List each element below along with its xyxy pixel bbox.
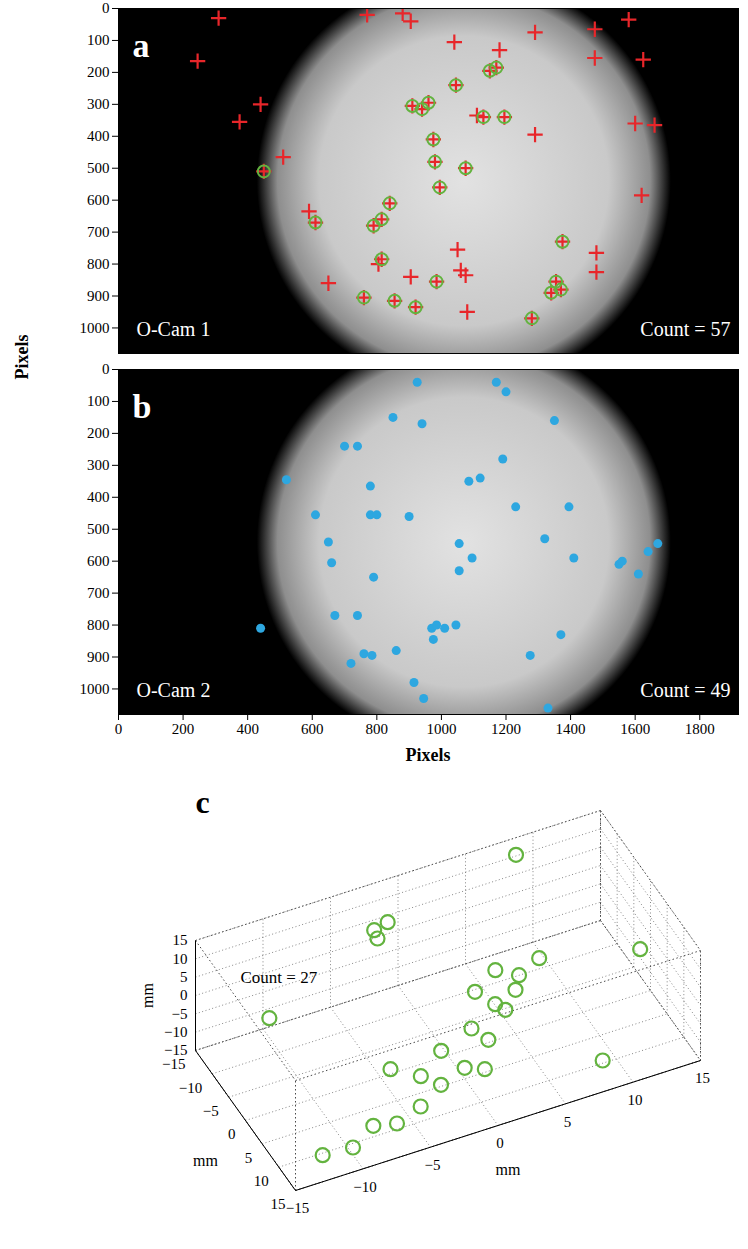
svg-text:600: 600 (87, 553, 110, 569)
svg-text:0: 0 (180, 987, 188, 1003)
svg-text:10: 10 (173, 951, 188, 967)
svg-text:500: 500 (87, 160, 110, 176)
svg-text:600: 600 (301, 721, 324, 737)
svg-text:−5: −5 (172, 1006, 188, 1022)
html-text:Pixels: Pixels (11, 334, 32, 380)
svg-text:−5: −5 (203, 1103, 219, 1119)
svg-text:900: 900 (87, 649, 110, 665)
svg-text:5: 5 (180, 969, 188, 985)
svg-text:400: 400 (87, 128, 110, 144)
svg-text:200: 200 (87, 425, 110, 441)
svg-text:1400: 1400 (556, 721, 586, 737)
svg-text:700: 700 (87, 224, 110, 240)
svg-text:300: 300 (87, 457, 110, 473)
svg-text:c: c (196, 784, 210, 820)
svg-text:100: 100 (87, 393, 110, 409)
svg-text:600: 600 (87, 192, 110, 208)
svg-text:700: 700 (87, 585, 110, 601)
svg-text:200: 200 (87, 64, 110, 80)
svg-text:0: 0 (102, 0, 110, 16)
svg-text:15: 15 (173, 932, 188, 948)
svg-text:−15: −15 (164, 1042, 187, 1058)
svg-text:mm: mm (496, 1161, 521, 1178)
svg-text:500: 500 (87, 521, 110, 537)
svg-text:5: 5 (564, 1114, 572, 1130)
svg-text:0: 0 (228, 1126, 236, 1142)
svg-text:15: 15 (695, 1070, 710, 1086)
svg-text:Count = 57: Count = 57 (640, 318, 730, 340)
svg-text:−10: −10 (179, 1080, 202, 1096)
html-text:Pixels: Pixels (405, 745, 451, 765)
svg-text:O-Cam 2: O-Cam 2 (137, 679, 211, 701)
svg-text:0: 0 (102, 361, 110, 377)
svg-text:10: 10 (254, 1173, 269, 1189)
svg-text:400: 400 (236, 721, 259, 737)
svg-text:Count = 49: Count = 49 (640, 679, 730, 701)
svg-text:900: 900 (87, 288, 110, 304)
svg-text:0: 0 (115, 721, 123, 737)
svg-text:800: 800 (87, 617, 110, 633)
svg-text:200: 200 (172, 721, 195, 737)
svg-text:−10: −10 (353, 1179, 376, 1195)
svg-text:1800: 1800 (685, 721, 715, 737)
svg-text:0: 0 (496, 1135, 504, 1151)
svg-text:1600: 1600 (620, 721, 650, 737)
svg-text:1000: 1000 (426, 721, 456, 737)
svg-text:mm: mm (193, 1152, 218, 1169)
svg-text:−15: −15 (162, 1056, 185, 1072)
svg-text:800: 800 (87, 256, 110, 272)
svg-text:15: 15 (271, 1196, 286, 1212)
svg-text:b: b (133, 388, 152, 425)
svg-text:400: 400 (87, 489, 110, 505)
svg-text:100: 100 (87, 32, 110, 48)
svg-text:−15: −15 (286, 1200, 309, 1216)
svg-text:10: 10 (628, 1092, 643, 1108)
svg-text:300: 300 (87, 96, 110, 112)
svg-text:800: 800 (366, 721, 389, 737)
svg-text:O-Cam 1: O-Cam 1 (137, 318, 211, 340)
svg-text:5: 5 (245, 1150, 253, 1166)
svg-text:a: a (133, 27, 150, 64)
svg-text:−5: −5 (425, 1157, 441, 1173)
svg-text:−10: −10 (164, 1024, 187, 1040)
svg-text:1000: 1000 (80, 320, 110, 336)
svg-text:1200: 1200 (491, 721, 521, 737)
svg-text:Count = 27: Count = 27 (241, 968, 318, 987)
svg-text:1000: 1000 (80, 681, 110, 697)
svg-text:mm: mm (139, 983, 156, 1008)
